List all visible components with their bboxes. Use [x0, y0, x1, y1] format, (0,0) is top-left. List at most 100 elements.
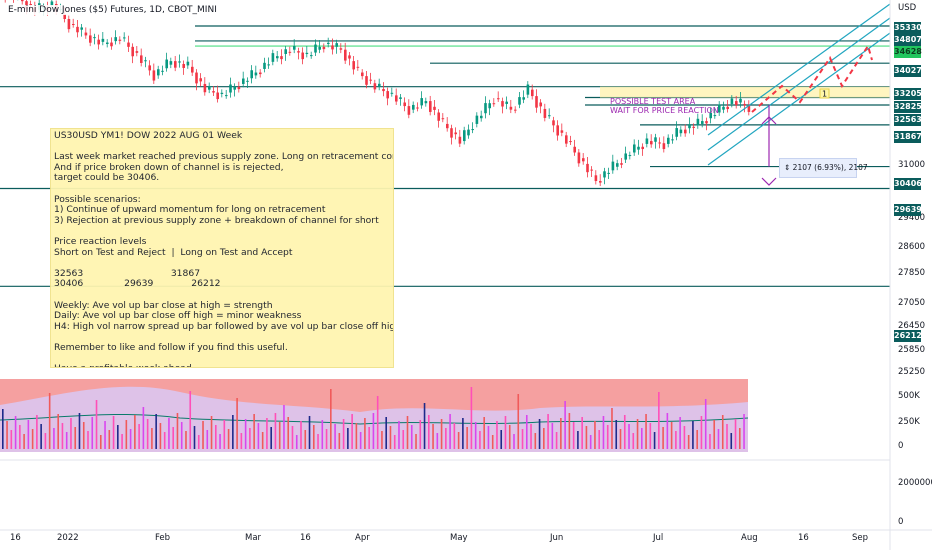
candle-body	[484, 103, 487, 114]
candle-body	[590, 169, 593, 171]
candle-body	[645, 138, 649, 144]
volume-bar	[40, 424, 42, 449]
candle-body	[662, 143, 666, 150]
volume-bar	[300, 421, 302, 449]
candle-body	[76, 26, 79, 33]
volume-bar	[683, 426, 686, 449]
volume-bar	[117, 425, 119, 449]
volume-bar	[666, 413, 669, 449]
volume-bar	[457, 432, 460, 449]
volume-bar	[743, 414, 745, 449]
note-line: 30406 29639 26212	[54, 278, 221, 290]
candle-body	[641, 146, 644, 150]
note-line: Daily: Ave vol up bar close off high = m…	[54, 310, 302, 322]
candle-body	[386, 91, 389, 99]
volume-bar	[572, 422, 575, 449]
candle-body	[365, 76, 368, 85]
volume-bar	[530, 424, 532, 449]
volume-bar	[57, 414, 59, 449]
volume-bar	[551, 423, 554, 449]
candle-body	[607, 172, 610, 174]
volume-bar	[151, 428, 153, 449]
volume-bar	[347, 428, 349, 449]
volume-bar	[675, 431, 677, 449]
candle-body	[467, 129, 470, 136]
candle-body	[441, 118, 445, 120]
volume-bar	[65, 432, 68, 449]
candle-body	[135, 51, 139, 53]
measure-label: ⇕ 2107 (6.93%), 2107	[779, 158, 868, 178]
volume-bar	[487, 426, 490, 449]
volume-bar	[381, 431, 383, 449]
volume-bar	[679, 417, 681, 449]
volume-bar	[210, 416, 213, 449]
level-tag: 34807	[894, 34, 922, 46]
volume-bar	[466, 427, 468, 449]
candle-body	[509, 106, 513, 110]
volume-bar	[219, 434, 221, 449]
volume-bar	[372, 413, 375, 449]
candle-body	[284, 49, 287, 54]
candle-body	[446, 123, 449, 129]
volume-bar	[23, 434, 25, 449]
candle-body	[203, 83, 207, 93]
candle-body	[471, 129, 474, 131]
candle-body	[526, 84, 530, 95]
volume-bar	[368, 427, 370, 449]
volume-bar	[14, 416, 17, 449]
candle-body	[722, 106, 725, 110]
volume-bar	[176, 413, 179, 449]
candle-body	[628, 155, 632, 157]
candle-body	[611, 161, 615, 171]
candle-body	[718, 104, 721, 113]
candle-body	[437, 112, 440, 121]
candle-body	[157, 69, 160, 76]
volume-bar	[364, 418, 366, 449]
volume-bar	[713, 420, 716, 449]
volume-bar	[48, 393, 51, 449]
candle-body	[535, 96, 538, 108]
candle-body	[237, 86, 241, 90]
candle-body	[463, 130, 466, 142]
volume-bar	[500, 430, 503, 449]
note-line: Price reaction levels	[54, 235, 147, 247]
volume-bar	[134, 415, 136, 449]
volume-bar	[513, 434, 515, 449]
candle-body	[560, 130, 564, 133]
price-tick: 25850	[898, 345, 926, 355]
candle-body	[216, 92, 219, 100]
note-line: Weekly: Ave vol up bar close at high = s…	[54, 299, 273, 311]
volume-bar	[53, 428, 55, 449]
candle-body	[335, 43, 338, 47]
candle-body	[747, 105, 751, 112]
volume-bar	[193, 426, 196, 449]
candle-body	[161, 70, 164, 72]
volume-bar	[649, 423, 652, 449]
volume-bar	[215, 425, 217, 449]
candle-body	[110, 42, 113, 47]
volume-bar	[291, 426, 294, 449]
candle-body	[297, 51, 300, 53]
candle-body	[475, 115, 479, 124]
candle-body	[225, 95, 228, 97]
volume-bar	[585, 426, 588, 449]
note-line: 32563 31867	[54, 267, 201, 279]
candle-body	[148, 65, 151, 71]
volume-bar	[121, 434, 123, 449]
volume-bar	[547, 414, 549, 449]
note-line	[54, 184, 390, 195]
candle-body	[114, 37, 117, 42]
candle-body	[505, 101, 508, 104]
candle-body	[89, 35, 92, 43]
volume-bar	[538, 419, 541, 449]
candle-body	[603, 171, 606, 178]
volume-bar	[295, 435, 298, 449]
volume-bar	[670, 422, 673, 449]
volume-bar	[594, 421, 596, 449]
candle-body	[531, 89, 534, 97]
note-line: US30USD YM1! DOW 2022 AUG 01 Week	[54, 130, 243, 141]
volume-bar	[704, 399, 707, 449]
candle-body	[305, 52, 309, 54]
volume-bar	[662, 427, 664, 449]
